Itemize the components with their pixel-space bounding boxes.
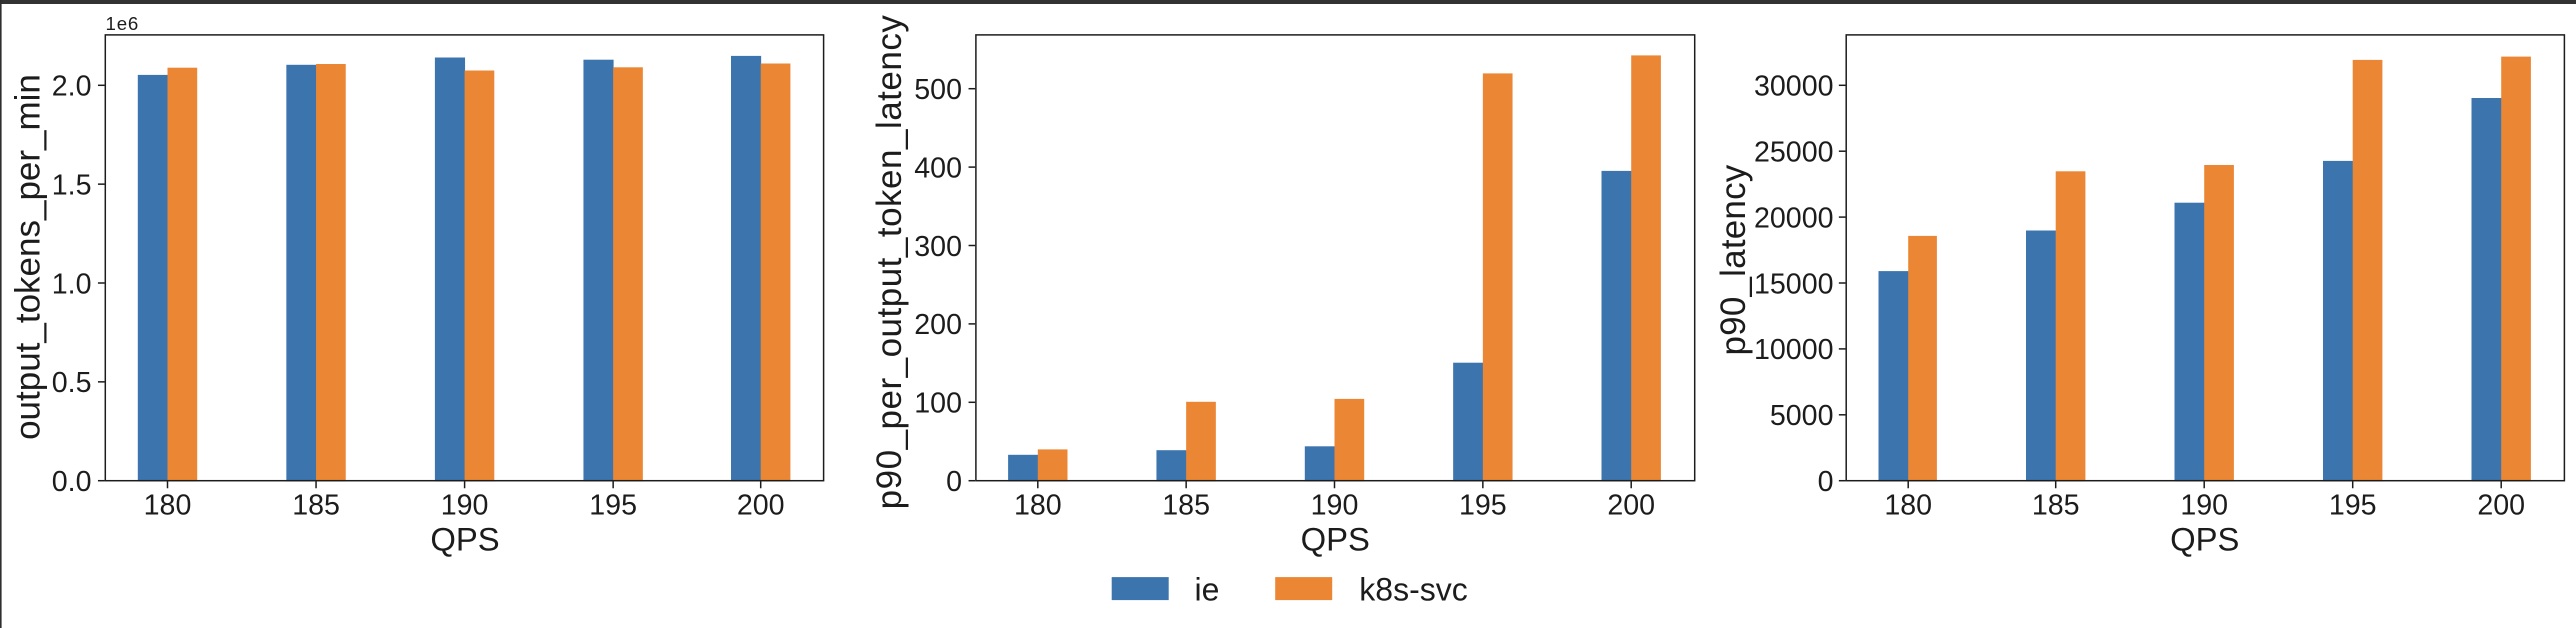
svg-text:195: 195 bbox=[589, 489, 637, 521]
svg-text:185: 185 bbox=[2032, 489, 2080, 521]
svg-text:ie: ie bbox=[1195, 572, 1220, 608]
svg-text:k8s-svc: k8s-svc bbox=[1359, 572, 1467, 608]
svg-text:300: 300 bbox=[914, 231, 962, 263]
svg-text:2.0: 2.0 bbox=[52, 71, 92, 103]
svg-text:100: 100 bbox=[914, 388, 962, 420]
svg-text:QPS: QPS bbox=[1301, 521, 1370, 558]
svg-text:p90_per_output_token_latency: p90_per_output_token_latency bbox=[870, 15, 909, 510]
svg-text:20000: 20000 bbox=[1754, 202, 1834, 234]
svg-text:0: 0 bbox=[946, 466, 962, 498]
svg-text:200: 200 bbox=[737, 489, 785, 521]
svg-text:185: 185 bbox=[1162, 489, 1210, 521]
svg-text:180: 180 bbox=[144, 489, 192, 521]
svg-text:0.5: 0.5 bbox=[52, 367, 92, 399]
svg-text:QPS: QPS bbox=[2170, 521, 2239, 558]
svg-text:1.0: 1.0 bbox=[52, 268, 92, 300]
svg-text:1e6: 1e6 bbox=[106, 13, 140, 34]
svg-text:190: 190 bbox=[441, 489, 489, 521]
svg-text:p90_latency: p90_latency bbox=[1714, 164, 1753, 355]
svg-text:5000: 5000 bbox=[1770, 400, 1834, 432]
svg-text:200: 200 bbox=[914, 309, 962, 341]
svg-text:200: 200 bbox=[2477, 489, 2525, 521]
svg-text:QPS: QPS bbox=[430, 521, 499, 558]
svg-text:185: 185 bbox=[292, 489, 340, 521]
svg-text:500: 500 bbox=[914, 74, 962, 106]
svg-text:10000: 10000 bbox=[1754, 334, 1834, 366]
svg-text:190: 190 bbox=[1311, 489, 1359, 521]
svg-text:15000: 15000 bbox=[1754, 268, 1834, 300]
svg-text:195: 195 bbox=[1459, 489, 1507, 521]
svg-text:30000: 30000 bbox=[1754, 71, 1834, 103]
svg-text:output_tokens_per_min: output_tokens_per_min bbox=[9, 74, 48, 440]
svg-text:200: 200 bbox=[1607, 489, 1655, 521]
svg-text:0: 0 bbox=[1818, 466, 1834, 498]
svg-text:180: 180 bbox=[1884, 489, 1932, 521]
svg-text:0.0: 0.0 bbox=[52, 466, 92, 498]
svg-text:400: 400 bbox=[914, 152, 962, 184]
svg-text:195: 195 bbox=[2329, 489, 2377, 521]
svg-text:25000: 25000 bbox=[1754, 137, 1834, 169]
svg-text:180: 180 bbox=[1014, 489, 1062, 521]
svg-text:190: 190 bbox=[2180, 489, 2228, 521]
svg-text:1.5: 1.5 bbox=[52, 169, 92, 201]
